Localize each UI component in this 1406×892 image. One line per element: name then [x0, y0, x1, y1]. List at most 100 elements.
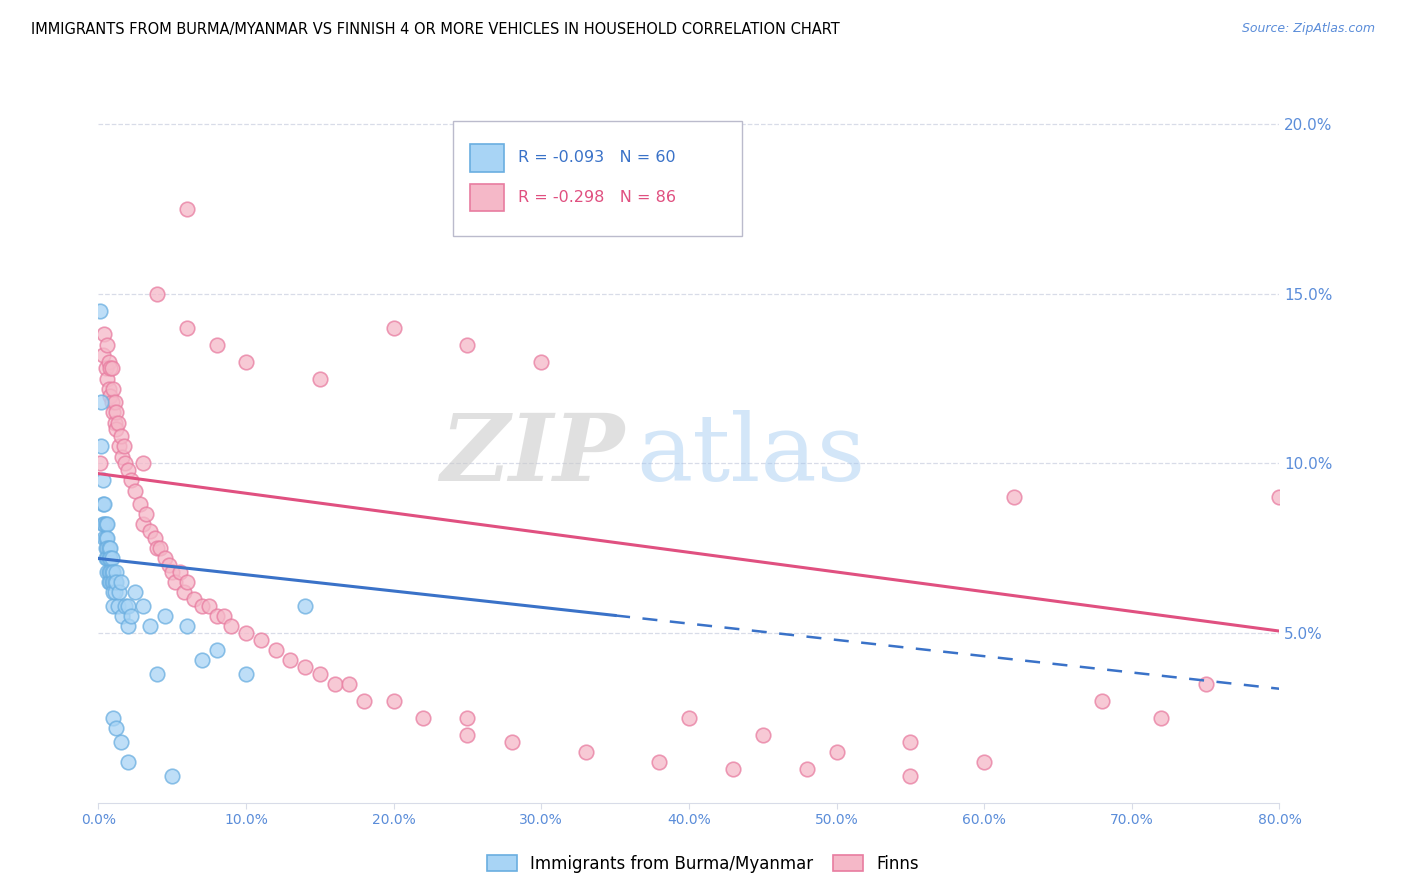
Text: R = -0.298   N = 86: R = -0.298 N = 86	[517, 190, 676, 205]
Point	[176, 320, 198, 334]
Point	[93, 327, 115, 342]
Point	[114, 599, 136, 613]
Point	[132, 457, 155, 471]
Text: R = -0.093   N = 60: R = -0.093 N = 60	[517, 151, 675, 165]
Point	[205, 609, 228, 624]
Point	[212, 609, 235, 624]
Point	[98, 551, 121, 566]
Point	[93, 497, 115, 511]
Point	[162, 769, 183, 783]
Point	[104, 395, 127, 409]
Point	[97, 541, 120, 556]
Point	[94, 517, 117, 532]
Point	[97, 382, 120, 396]
Point	[107, 599, 129, 613]
Point	[132, 517, 155, 532]
FancyBboxPatch shape	[453, 121, 742, 235]
Point	[90, 439, 112, 453]
Point	[382, 320, 405, 334]
Point	[93, 517, 115, 532]
Point	[205, 643, 228, 657]
Point	[103, 599, 125, 613]
Point	[825, 745, 848, 759]
Point	[146, 286, 169, 301]
Point	[91, 474, 114, 488]
Point	[124, 585, 146, 599]
Point	[183, 592, 205, 607]
Point	[412, 711, 434, 725]
Point	[98, 541, 121, 556]
Point	[91, 348, 114, 362]
Point	[235, 354, 257, 368]
Point	[135, 508, 157, 522]
Point	[100, 551, 122, 566]
Legend: Immigrants from Burma/Myanmar, Finns: Immigrants from Burma/Myanmar, Finns	[479, 848, 927, 880]
Point	[114, 457, 136, 471]
Point	[104, 575, 127, 590]
Point	[96, 337, 118, 351]
Point	[94, 541, 117, 556]
Point	[120, 609, 142, 624]
Point	[93, 531, 115, 545]
Point	[103, 565, 125, 579]
Point	[153, 609, 176, 624]
Point	[110, 429, 132, 443]
Point	[973, 755, 995, 769]
Point	[191, 599, 214, 613]
Point	[112, 439, 135, 453]
Point	[97, 575, 120, 590]
Point	[339, 677, 361, 691]
Text: atlas: atlas	[636, 410, 865, 500]
Point	[124, 483, 146, 498]
Point	[91, 517, 114, 532]
Point	[108, 585, 131, 599]
Point	[157, 558, 180, 573]
Point	[648, 755, 671, 769]
Point	[530, 354, 553, 368]
Point	[143, 531, 166, 545]
Point	[98, 575, 121, 590]
Point	[162, 565, 183, 579]
Point	[146, 541, 169, 556]
Point	[353, 694, 375, 708]
Bar	[471, 184, 503, 211]
Point	[1195, 677, 1218, 691]
Point	[309, 371, 332, 385]
Point	[105, 721, 128, 735]
Point	[146, 666, 169, 681]
Point	[96, 565, 118, 579]
Point	[294, 599, 316, 613]
Point	[294, 660, 316, 674]
Point	[105, 565, 128, 579]
Point	[139, 619, 162, 633]
Point	[501, 735, 523, 749]
Point	[250, 632, 273, 647]
Point	[752, 728, 775, 742]
Point	[98, 565, 121, 579]
Point	[96, 371, 118, 385]
Point	[104, 416, 127, 430]
Point	[103, 575, 125, 590]
Point	[1268, 491, 1291, 505]
Point	[98, 361, 121, 376]
Point	[117, 599, 139, 613]
Point	[97, 354, 120, 368]
Point	[723, 762, 745, 776]
Point	[117, 619, 139, 633]
Point	[457, 728, 479, 742]
Point	[1150, 711, 1173, 725]
Point	[96, 541, 118, 556]
Point	[89, 457, 111, 471]
Point	[111, 609, 134, 624]
Point	[105, 405, 128, 419]
Point	[100, 565, 122, 579]
Point	[94, 531, 117, 545]
Point	[103, 382, 125, 396]
Point	[457, 711, 479, 725]
Point	[110, 575, 132, 590]
Point	[103, 585, 125, 599]
Point	[457, 337, 479, 351]
Point	[97, 551, 120, 566]
Point	[575, 745, 598, 759]
Point	[98, 388, 121, 402]
